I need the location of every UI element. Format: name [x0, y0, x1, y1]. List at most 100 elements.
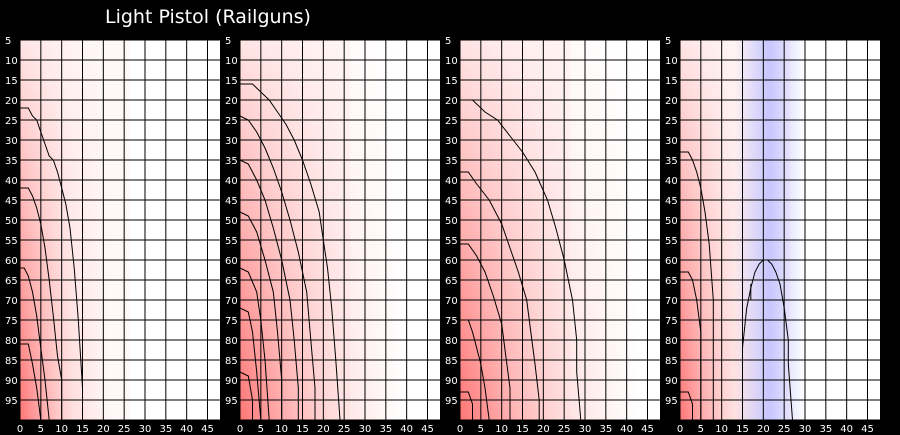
x-tick-label: 20: [97, 424, 110, 435]
y-tick-label: 95: [225, 396, 238, 407]
heat-tint: [20, 40, 130, 420]
x-tick-label: 20: [317, 424, 330, 435]
y-tick-label: 15: [5, 76, 18, 87]
y-tick-label: 20: [5, 96, 18, 107]
contour-line: [460, 391, 473, 420]
y-tick-label: 70: [445, 296, 458, 307]
y-tick-label: 40: [225, 176, 238, 187]
x-tick-label: 5: [698, 424, 704, 435]
x-tick-label: 40: [620, 424, 633, 435]
y-tick-label: 65: [225, 276, 238, 287]
contour-line: [680, 151, 714, 420]
y-tick-label: 30: [5, 136, 18, 147]
contour-line: [460, 319, 490, 421]
y-tick-label: 5: [665, 36, 671, 47]
y-tick-label: 15: [665, 76, 678, 87]
x-tick-label: 40: [180, 424, 193, 435]
y-tick-label: 45: [665, 196, 678, 207]
y-tick-label: 35: [665, 156, 678, 167]
y-tick-label: 70: [665, 296, 678, 307]
contour-line: [20, 267, 50, 421]
contour-line: [680, 391, 693, 420]
y-tick-label: 75: [665, 316, 678, 327]
y-tick-label: 55: [5, 236, 18, 247]
contour-line: [239, 159, 299, 420]
x-tick-label: 25: [338, 424, 351, 435]
y-tick-label: 15: [445, 76, 458, 87]
x-tick-label: 5: [478, 424, 484, 435]
y-tick-label: 25: [445, 116, 458, 127]
x-tick-label: 30: [799, 424, 812, 435]
y-tick-label: 90: [5, 376, 18, 387]
y-tick-label: 50: [5, 216, 18, 227]
y-tick-label: 20: [665, 96, 678, 107]
y-tick-label: 30: [665, 136, 678, 147]
x-tick-label: 0: [237, 424, 243, 435]
x-tick-label: 10: [715, 424, 728, 435]
y-tick-label: 5: [225, 36, 231, 47]
x-tick-label: 10: [275, 424, 288, 435]
y-tick-label: 55: [665, 236, 678, 247]
x-tick-label: 20: [537, 424, 550, 435]
contour-line: [240, 83, 341, 421]
y-tick-label: 10: [445, 56, 458, 67]
y-tick-label: 55: [225, 236, 238, 247]
contour-line: [239, 115, 316, 420]
x-tick-label: 25: [558, 424, 571, 435]
x-tick-label: 30: [139, 424, 152, 435]
heat-region: [240, 40, 405, 420]
x-tick-label: 15: [76, 424, 89, 435]
chart-title: Light Pistol (Railguns): [105, 6, 311, 28]
y-tick-label: 30: [225, 136, 238, 147]
contour-line: [460, 243, 511, 420]
y-tick-label: 10: [665, 56, 678, 67]
y-tick-label: 75: [5, 316, 18, 327]
contour-line: [680, 271, 702, 420]
heat-tint: [460, 40, 570, 420]
y-tick-label: 45: [225, 196, 238, 207]
heat-region: [20, 40, 110, 420]
y-tick-label: 50: [225, 216, 238, 227]
x-tick-label: 40: [400, 424, 413, 435]
y-tick-label: 65: [5, 276, 18, 287]
x-tick-label: 10: [55, 424, 68, 435]
y-tick-label: 10: [225, 56, 238, 67]
y-tick-label: 5: [445, 36, 451, 47]
y-tick-label: 35: [225, 156, 238, 167]
contour-line: [20, 343, 42, 421]
contour-line: [239, 307, 262, 421]
y-tick-label: 20: [445, 96, 458, 107]
y-tick-label: 95: [5, 396, 18, 407]
contour-line: [20, 187, 63, 420]
y-tick-label: 45: [445, 196, 458, 207]
y-tick-label: 85: [5, 356, 18, 367]
y-tick-label: 70: [225, 296, 238, 307]
y-tick-label: 50: [665, 216, 678, 227]
y-tick-label: 5: [5, 36, 11, 47]
y-tick-label: 20: [225, 96, 238, 107]
y-tick-label: 85: [225, 356, 238, 367]
y-tick-label: 65: [445, 276, 458, 287]
contour-line: [239, 371, 253, 420]
y-tick-label: 80: [225, 336, 238, 347]
y-tick-label: 90: [445, 376, 458, 387]
y-tick-label: 95: [665, 396, 678, 407]
contour-line: [239, 267, 270, 421]
y-tick-label: 80: [665, 336, 678, 347]
x-tick-label: 0: [677, 424, 683, 435]
y-tick-label: 55: [445, 236, 458, 247]
x-tick-label: 20: [757, 424, 770, 435]
x-tick-label: 35: [379, 424, 392, 435]
y-tick-label: 70: [5, 296, 18, 307]
y-tick-label: 30: [445, 136, 458, 147]
y-tick-label: 60: [665, 256, 678, 267]
x-tick-label: 15: [736, 424, 749, 435]
x-tick-label: 35: [819, 424, 832, 435]
y-tick-label: 45: [5, 196, 18, 207]
x-tick-label: 15: [516, 424, 529, 435]
y-tick-label: 40: [665, 176, 678, 187]
x-tick-label: 0: [17, 424, 23, 435]
